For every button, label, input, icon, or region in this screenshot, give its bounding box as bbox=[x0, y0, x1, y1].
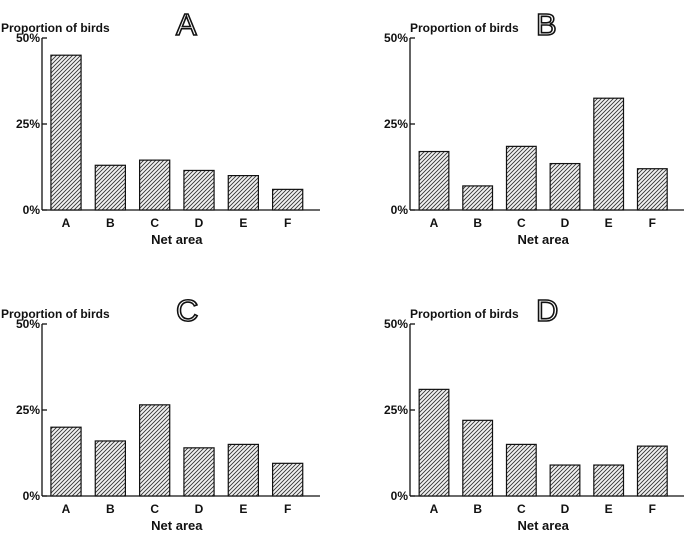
x-axis-label: Net area bbox=[518, 518, 570, 533]
panel-label: D bbox=[536, 293, 558, 328]
y-tick-label: 25% bbox=[16, 403, 40, 417]
x-tick-label: A bbox=[62, 216, 71, 230]
bar-e bbox=[227, 175, 260, 211]
bar-c bbox=[138, 159, 171, 211]
chart-panel-c: 0% 25% 50%Proportion of birds C A B C D E F Net ar… bbox=[1, 292, 320, 533]
y-tick-label: 0% bbox=[391, 203, 409, 217]
y-axis-label: Proportion of birds bbox=[1, 307, 110, 321]
chart-panel-d: 0% 25% 50%Proportion of birds D A B C D E F Net ar… bbox=[384, 292, 684, 533]
x-tick-label: A bbox=[62, 502, 71, 516]
x-tick-label: C bbox=[150, 502, 159, 516]
y-axis-label: Proportion of birds bbox=[1, 21, 110, 35]
chart-panel-b: 0% 25% 50%Proportion of birds B A B C D E F Net ar… bbox=[384, 6, 684, 247]
bar-a bbox=[50, 426, 82, 497]
bar-e bbox=[593, 464, 625, 497]
panel-label: C bbox=[176, 293, 198, 328]
y-tick-label: 50% bbox=[16, 317, 40, 331]
y-axis-label: Proportion of birds bbox=[410, 21, 519, 35]
x-tick-label: D bbox=[195, 216, 204, 230]
bar-f bbox=[636, 445, 668, 497]
bar-b bbox=[94, 440, 127, 497]
bar-d bbox=[183, 169, 215, 211]
bar-c bbox=[138, 404, 171, 497]
x-axis-label: Net area bbox=[151, 232, 203, 247]
bar-b bbox=[94, 164, 127, 211]
y-tick-label: 0% bbox=[23, 489, 41, 503]
bar-b bbox=[462, 185, 494, 211]
panel-label: B bbox=[536, 7, 557, 42]
y-tick-label: 25% bbox=[384, 403, 408, 417]
x-tick-label: B bbox=[106, 502, 115, 516]
bar-a bbox=[418, 150, 450, 211]
x-axis-label: Net area bbox=[518, 232, 570, 247]
x-tick-label: C bbox=[517, 216, 526, 230]
bar-e bbox=[593, 97, 625, 211]
x-tick-label: E bbox=[605, 216, 613, 230]
x-axis-label: Net area bbox=[151, 518, 203, 533]
x-tick-label: D bbox=[561, 502, 570, 516]
x-tick-label: C bbox=[150, 216, 159, 230]
y-axis-label: Proportion of birds bbox=[410, 307, 519, 321]
y-tick-label: 0% bbox=[23, 203, 41, 217]
bar-a bbox=[418, 388, 450, 497]
x-tick-label: E bbox=[239, 216, 247, 230]
x-tick-label: A bbox=[430, 216, 439, 230]
bar-f bbox=[271, 462, 304, 497]
x-tick-label: D bbox=[561, 216, 570, 230]
x-tick-label: E bbox=[239, 502, 247, 516]
x-tick-label: A bbox=[430, 502, 439, 516]
x-tick-label: E bbox=[605, 502, 613, 516]
bar-c bbox=[505, 145, 537, 211]
y-tick-label: 25% bbox=[16, 117, 40, 131]
bar-a bbox=[50, 54, 82, 211]
x-tick-label: F bbox=[284, 502, 291, 516]
y-tick-label: 0% bbox=[391, 489, 409, 503]
x-tick-label: B bbox=[473, 502, 482, 516]
x-tick-label: C bbox=[517, 502, 526, 516]
panel-label: A bbox=[176, 7, 197, 42]
x-tick-label: B bbox=[106, 216, 115, 230]
bar-f bbox=[271, 188, 304, 211]
bar-d bbox=[549, 464, 581, 497]
y-tick-label: 50% bbox=[384, 31, 408, 45]
chart-panel-a: 0% 25% 50%Proportion of birds A A B C D E F Net ar… bbox=[1, 6, 320, 247]
x-tick-label: D bbox=[195, 502, 204, 516]
x-tick-label: B bbox=[473, 216, 482, 230]
x-tick-label: F bbox=[649, 216, 656, 230]
bar-d bbox=[183, 447, 215, 497]
y-tick-label: 50% bbox=[384, 317, 408, 331]
x-tick-label: F bbox=[649, 502, 656, 516]
bar-d bbox=[549, 162, 581, 211]
bar-c bbox=[505, 443, 537, 497]
bar-e bbox=[227, 443, 260, 497]
y-tick-label: 50% bbox=[16, 31, 40, 45]
x-tick-label: F bbox=[284, 216, 291, 230]
bar-f bbox=[636, 168, 668, 211]
bar-b bbox=[462, 419, 494, 497]
y-tick-label: 25% bbox=[384, 117, 408, 131]
